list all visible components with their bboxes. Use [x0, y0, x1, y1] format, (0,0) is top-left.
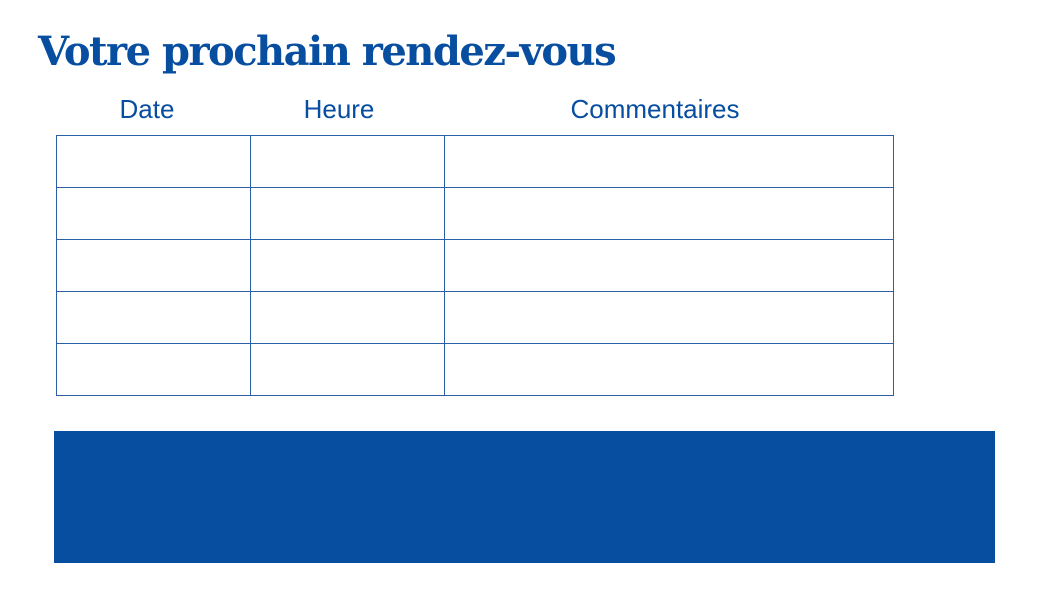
table-cell-commentaires[interactable]	[444, 187, 894, 240]
table-row	[56, 135, 894, 188]
table-cell-date[interactable]	[56, 239, 251, 292]
table-cell-commentaires[interactable]	[444, 343, 894, 396]
table-row	[56, 291, 894, 344]
table-cell-heure[interactable]	[250, 239, 445, 292]
table-cell-commentaires[interactable]	[444, 239, 894, 292]
table-cell-heure[interactable]	[250, 343, 445, 396]
table-row	[56, 187, 894, 240]
table-cell-date[interactable]	[56, 343, 251, 396]
page-title: Votre prochain rendez-vous	[38, 28, 617, 75]
table-cell-heure[interactable]	[250, 187, 445, 240]
table-cell-date[interactable]	[56, 187, 251, 240]
table-row	[56, 343, 894, 396]
column-header-heure: Heure	[303, 94, 375, 124]
column-header-commentaires: Commentaires	[570, 94, 740, 124]
table-cell-commentaires[interactable]	[444, 291, 894, 344]
table-cell-heure[interactable]	[250, 135, 445, 188]
table-cell-heure[interactable]	[250, 291, 445, 344]
appointment-table	[56, 135, 894, 396]
blue-banner	[54, 431, 995, 563]
column-header-date: Date	[119, 94, 175, 124]
table-cell-commentaires[interactable]	[444, 135, 894, 188]
table-row	[56, 239, 894, 292]
table-cell-date[interactable]	[56, 291, 251, 344]
table-cell-date[interactable]	[56, 135, 251, 188]
